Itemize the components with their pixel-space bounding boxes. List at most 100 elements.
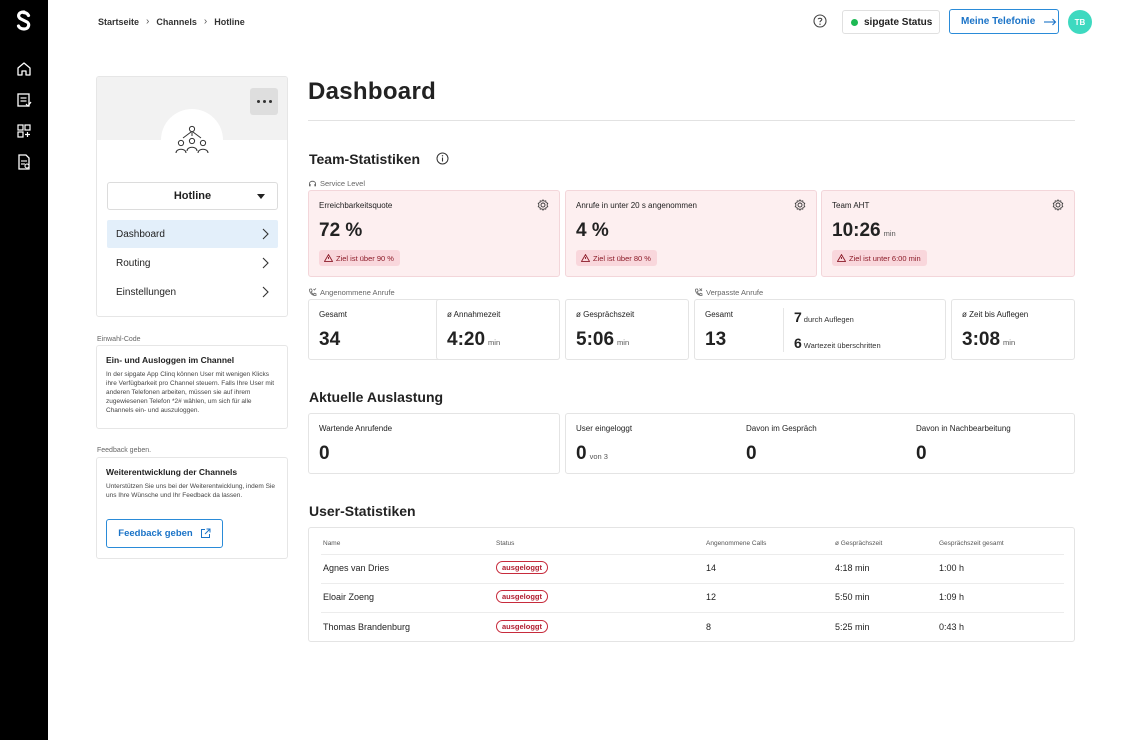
card-unit: min: [617, 338, 630, 347]
warning-icon: [581, 254, 590, 262]
channel-nav-routing[interactable]: Routing: [107, 249, 278, 277]
feedback-button-label: Feedback geben: [118, 528, 193, 539]
card-label: Wartende Anrufende: [319, 424, 393, 433]
side-rail: [0, 0, 48, 740]
avatar[interactable]: TB: [1068, 10, 1092, 34]
divider: [783, 308, 784, 352]
phone-accepted-icon: [309, 288, 317, 296]
channel-nav-label: Dashboard: [116, 228, 165, 240]
dial-in-title: Ein- und Ausloggen im Channel: [106, 355, 235, 365]
card-unit: min: [1003, 338, 1016, 347]
status-dot-icon: [851, 18, 858, 26]
feedback-button[interactable]: Feedback geben: [106, 519, 223, 548]
card-unit: min: [883, 229, 896, 238]
more-options-button[interactable]: [250, 88, 278, 115]
channel-nav-einstellungen[interactable]: Einstellungen: [107, 278, 278, 306]
chevron-right-icon: ›: [203, 16, 208, 27]
feedback-info-box: Weiterentwicklung der Channels Unterstüt…: [96, 457, 288, 559]
dial-in-info-box: Ein- und Ausloggen im Channel In der sip…: [96, 345, 288, 429]
wait-line: 6 Wartezeit überschritten: [794, 335, 881, 351]
load-heading: Aktuelle Auslastung: [309, 389, 444, 405]
card-value: 5:06: [576, 329, 615, 350]
chevron-right-icon: [262, 286, 269, 298]
breadcrumb: Startseite › Channels › Hotline: [98, 16, 245, 27]
erreichbarkeit-card: Erreichbarkeitsquote 72 % Ziel ist über …: [308, 190, 560, 277]
warning-icon: [837, 254, 846, 262]
in-call-value: 0: [746, 443, 757, 464]
status-badge: ausgeloggt: [496, 620, 549, 633]
users-load-card: User eingeloggt 0 von 3 Davon im Gespräch…: [565, 413, 1075, 474]
channel-nav-dashboard[interactable]: Dashboard: [107, 220, 278, 248]
hangup-label: durch Auflegen: [803, 315, 854, 324]
post-label: Davon in Nachbearbeitung: [916, 424, 1011, 433]
channel-select[interactable]: Hotline: [107, 182, 278, 210]
arrow-right-icon: [1044, 18, 1057, 25]
col-header-calls: Angenommene Calls: [706, 540, 767, 547]
card-label: Erreichbarkeitsquote: [319, 201, 393, 210]
hangup-line: 7 durch Auflegen: [794, 309, 854, 325]
help-icon[interactable]: [812, 13, 828, 29]
missed-calls-label: Verpasste Anrufe: [694, 288, 763, 297]
team-aht-card: Team AHT 10:26 min Ziel ist unter 6:00 mi…: [821, 190, 1075, 277]
user-stats-table: Name Status Angenommene Calls ø Gespräch…: [308, 527, 1075, 642]
missed-calls-text: Verpasste Anrufe: [706, 288, 764, 297]
cell-total: 0:43 h: [939, 622, 965, 632]
apps-icon[interactable]: [14, 121, 34, 141]
col-header-name: Name: [323, 540, 341, 547]
annahmezeit-card: ø Annahmezeit 4:20 min: [436, 299, 560, 360]
cell-name: Agnes van Dries: [323, 563, 390, 573]
card-value-wrap: 3:08 min: [962, 329, 1015, 351]
card-value-wrap: 5:06 min: [576, 329, 629, 351]
cell-name: Thomas Brandenburg: [323, 622, 411, 632]
dial-in-text: In der sipgate App Clinq können User mit…: [106, 371, 274, 414]
card-label: ø Annahmezeit: [447, 310, 501, 319]
meine-telefonie-button[interactable]: Meine Telefonie: [949, 9, 1059, 34]
breadcrumb-hotline: Hotline: [214, 16, 245, 27]
channel-name: Hotline: [173, 190, 212, 202]
wait-count: 6: [794, 335, 802, 351]
service-level-label: Service Level: [308, 179, 365, 188]
chevron-right-icon: [262, 257, 269, 269]
card-value-wrap: 10:26 min: [832, 220, 896, 242]
card-label: ø Zeit bis Auflegen: [962, 310, 1029, 319]
status-label: sipgate Status: [864, 16, 933, 28]
cell-calls: 12: [706, 592, 717, 602]
cell-avg: 4:18 min: [835, 563, 870, 573]
card-value-wrap: 4:20 min: [447, 329, 500, 351]
breadcrumb-channels[interactable]: Channels: [156, 16, 197, 27]
gear-icon[interactable]: [794, 199, 806, 211]
breadcrumb-startseite[interactable]: Startseite: [98, 16, 140, 27]
warning-text: Ziel ist unter 6:00 min: [849, 253, 921, 263]
wait-label: Wartezeit überschritten: [803, 341, 881, 350]
warning-badge: Ziel ist über 90 %: [319, 250, 400, 266]
gear-icon[interactable]: [537, 199, 549, 211]
missed-total-card: Gesamt 13 7 durch Auflegen 6 Wartezeit ü…: [694, 299, 946, 360]
post-value: 0: [916, 443, 927, 464]
feedback-section-label: Feedback geben.: [97, 447, 152, 454]
gear-icon[interactable]: [1052, 199, 1064, 211]
cell-avg: 5:50 min: [835, 592, 870, 602]
page-title: Dashboard: [308, 78, 437, 105]
info-icon[interactable]: [436, 152, 449, 165]
caret-down-icon: [257, 194, 265, 199]
row-divider: [321, 583, 1064, 584]
external-link-icon: [200, 528, 211, 538]
document-icon[interactable]: [14, 152, 34, 172]
warning-icon: [324, 254, 333, 262]
waiting-callers-card: Wartende Anrufende 0: [308, 413, 560, 474]
cell-name: Eloair Zoeng: [323, 592, 375, 602]
anrufe-20s-card: Anrufe in unter 20 s angenommen 4 % Ziel…: [565, 190, 817, 277]
dial-in-section-label: Einwahl-Code: [97, 336, 141, 343]
service-level-text: Service Level: [320, 179, 366, 188]
home-icon[interactable]: [14, 59, 34, 79]
logged-value-wrap: 0 von 3: [576, 443, 608, 465]
cell-total: 1:00 h: [939, 563, 965, 573]
channel-card: Hotline Dashboard Routing Einstellungen: [96, 76, 288, 317]
logged-label: User eingeloggt: [576, 424, 633, 433]
list-icon[interactable]: [14, 90, 34, 110]
card-label: Anrufe in unter 20 s angenommen: [576, 201, 697, 210]
card-label: Gesamt: [319, 310, 348, 319]
sipgate-status-button[interactable]: sipgate Status: [842, 10, 940, 34]
gespraechszeit-card: ø Gesprächszeit 5:06 min: [565, 299, 689, 360]
sipgate-logo-icon[interactable]: [13, 10, 35, 32]
